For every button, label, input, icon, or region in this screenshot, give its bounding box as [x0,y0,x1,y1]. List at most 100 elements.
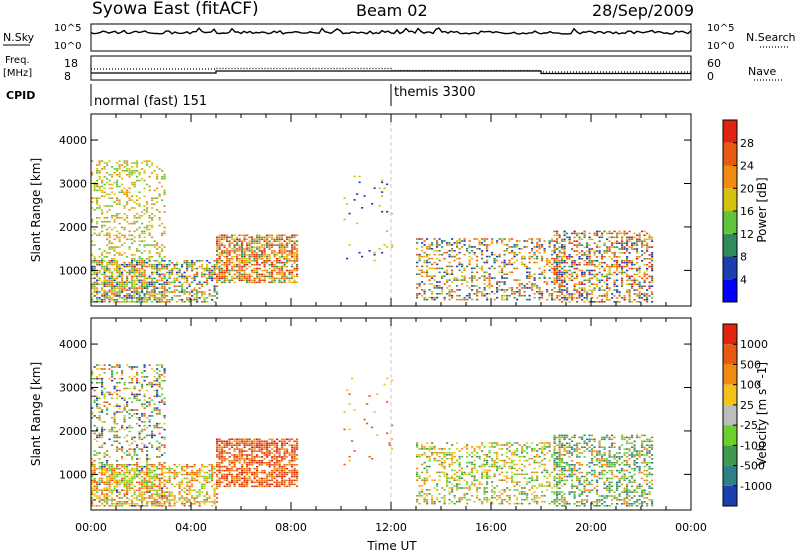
echo-cell [204,270,206,272]
echo-cell [581,272,583,274]
echo-cell [131,437,133,439]
echo-cell [641,244,643,246]
echo-cell [231,482,233,484]
echo-cell [104,394,106,396]
echo-cell [249,280,251,282]
echo-cell [501,295,503,297]
echo-cell [159,182,161,184]
echo-cell [629,299,631,301]
echo-cell [144,260,146,262]
echo-cell [426,256,428,258]
echo-cell [569,240,571,242]
echo-cell [226,260,228,262]
echo-cell [171,268,173,270]
echo-cell [114,270,116,272]
echo-cell [126,297,128,299]
echo-cell [506,289,508,291]
echo-cell [201,260,203,262]
echo-cell [154,484,156,486]
echo-cell [286,258,288,260]
echo-cell [281,252,283,254]
echo-cell [134,295,136,297]
echo-cell [466,248,468,250]
echo-cell [641,278,643,280]
echo-cell [121,398,123,400]
echo-cell [244,472,246,474]
echo-cell [156,372,158,374]
echo-cell [634,268,636,270]
echo-cell [159,194,161,196]
echo-cell [569,237,571,239]
echo-cell [629,260,631,262]
echo-cell [294,246,296,248]
echo-cell [451,297,453,299]
echo-cell [131,280,133,282]
echo-cell [234,244,236,246]
echo-cell [521,262,523,264]
echo-cell [146,283,148,285]
echo-cell [526,272,528,274]
echo-cell [219,454,221,456]
echo-cell [266,454,268,456]
echo-cell [124,437,126,439]
echo-cell [429,289,431,291]
echo-cell [584,246,586,248]
echo-cell [281,270,283,272]
echo-cell [266,239,268,241]
echo-cell [596,233,598,235]
echo-cell [586,250,588,252]
echo-cell [164,291,166,293]
echo-cell [571,266,573,268]
echo-cell [164,293,166,295]
echo-cell [256,456,258,458]
echo-cell [221,450,223,452]
echo-cell [151,164,153,166]
echo-cell [156,503,158,505]
echo-cell [431,297,433,299]
echo-cell [199,282,201,284]
echo-cell [244,444,246,446]
echo-cell [511,252,513,254]
echo-cell [256,254,258,256]
echo-cell [104,499,106,501]
echo-cell [561,260,563,262]
echo-cell [259,444,261,446]
echo-cell [626,250,628,252]
echo-cell [451,266,453,268]
echo-cell [136,499,138,501]
echo-cell [174,268,176,270]
echo-cell [126,405,128,407]
echo-cell [149,478,151,480]
echo-cell [114,415,116,417]
echo-cell [571,256,573,258]
echo-cell [129,464,131,466]
echo-cell [249,258,251,260]
echo-cell [99,172,101,174]
echo-cell [441,254,443,256]
echo-cell [449,279,451,281]
echo-cell [121,178,123,180]
echo-cell [609,250,611,252]
echo-cell [261,250,263,252]
echo-cell [109,482,111,484]
echo-cell [594,276,596,278]
echo-cell [226,470,228,472]
echo-cell [599,231,601,233]
echo-cell [429,248,431,250]
echo-cell [586,258,588,260]
echo-cell [139,484,141,486]
echo-cell [139,280,141,282]
echo-cell [294,280,296,282]
echo-cell [574,289,576,291]
echo-cell [124,170,126,172]
echo-cell [144,505,146,507]
echo-cell [584,289,586,291]
echo-cell [191,486,193,488]
echo-cell [431,293,433,295]
echo-cell [116,464,118,466]
echo-cell [431,268,433,270]
echo-cell [151,272,153,274]
echo-cell [574,250,576,252]
echo-cell [161,186,163,188]
echo-cell [249,282,251,284]
